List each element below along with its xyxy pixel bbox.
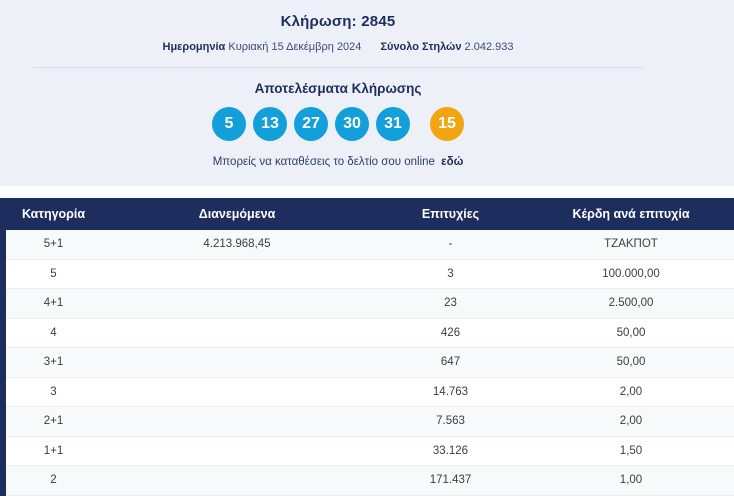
cell-prize: 1,50: [619, 444, 643, 457]
cell-category: 1+1: [43, 444, 64, 457]
cell-prize: 2.500,00: [608, 297, 654, 310]
cell-wins: 171.437: [429, 474, 472, 487]
columns-label: Σύνολο Στηλών: [380, 41, 462, 53]
number-ball-1: 5: [212, 107, 246, 141]
cell-prize: 50,00: [616, 326, 646, 339]
cell-category: 5+1: [43, 238, 64, 251]
table-header-row: Κατηγορία Διανεμόμενα Επιτυχίες Κέρδη αν…: [0, 198, 734, 230]
cell-prize: 2,00: [619, 385, 643, 398]
col-header-wins: Επιτυχίες: [421, 207, 480, 221]
bonus-number-ball: 15: [430, 107, 464, 141]
col-header-category: Κατηγορία: [21, 207, 86, 221]
draw-number: 2845: [361, 13, 396, 30]
cell-prize: ΤΖΑΚΠΟΤ: [604, 238, 658, 251]
date-label: Ημερομηνία: [162, 41, 226, 53]
total-columns: Σύνολο Στηλών 2.042.933: [380, 41, 513, 53]
draw-meta: Ημερομηνία Κυριακή 15 Δεκέμβρη 2024 Σύνο…: [0, 41, 676, 53]
table-row: 3 14.763 2,00: [6, 377, 734, 407]
cell-category: 2+1: [43, 415, 64, 428]
draw-date: Ημερομηνία Κυριακή 15 Δεκέμβρη 2024: [163, 41, 365, 53]
table-row: 4+1 23 2.500,00: [6, 289, 734, 319]
table-row: 3+1 647 50,00: [6, 348, 734, 378]
cell-wins: 3: [447, 267, 454, 280]
cell-prize: 2,00: [619, 415, 643, 428]
cell-prize: 100.000,00: [602, 267, 660, 280]
col-header-distributed: Διανεμόμενα: [198, 207, 276, 221]
cell-prize: 1,00: [619, 474, 643, 487]
cell-wins: 647: [440, 356, 461, 369]
date-value: Κυριακή 15 Δεκέμβρη 2024: [228, 41, 362, 53]
table-row: 5 3 100.000,00: [6, 259, 734, 289]
cell-category: 3: [50, 385, 57, 398]
draw-label: Κλήρωση:: [280, 13, 357, 30]
cell-wins: 33.126: [432, 444, 469, 457]
cta-link[interactable]: εδώ: [441, 156, 464, 168]
table-row: 1+1 33.126 1,50: [6, 436, 734, 466]
cell-prize: 50,00: [616, 356, 646, 369]
col-header-prize: Κέρδη ανά επιτυχία: [572, 207, 690, 221]
number-ball-2: 13: [253, 107, 287, 141]
divider: [33, 67, 643, 68]
cell-category: 5: [50, 267, 57, 280]
number-ball-3: 27: [294, 107, 328, 141]
cell-wins: 426: [440, 326, 461, 339]
page-title: Κλήρωση: 2845: [0, 13, 676, 30]
table-row: 2 171.437 1,00: [6, 466, 734, 496]
number-ball-4: 30: [335, 107, 369, 141]
cell-wins: 14.763: [432, 385, 469, 398]
online-cta: Μπορείς να καταθέσεις το δελτίο σου onli…: [0, 156, 676, 168]
number-ball-5: 31: [376, 107, 410, 141]
cell-wins: 7.563: [436, 415, 465, 428]
cell-category: 3+1: [43, 356, 64, 369]
table-row: 4 426 50,00: [6, 318, 734, 348]
cell-wins: -: [448, 238, 453, 251]
results-title: Αποτελέσματα Κλήρωσης: [254, 81, 422, 96]
prize-table: Κατηγορία Διανεμόμενα Επιτυχίες Κέρδη αν…: [0, 198, 734, 496]
winning-numbers: 5 13 27 30 31 15: [0, 107, 676, 141]
cell-distributed: 4.213.968,45: [203, 238, 271, 251]
cell-category: 2: [50, 474, 57, 487]
cell-category: 4+1: [43, 297, 64, 310]
columns-value: 2.042.933: [464, 41, 514, 53]
cell-wins: 23: [444, 297, 457, 310]
draw-summary-section: Κλήρωση: 2845 Ημερομηνία Κυριακή 15 Δεκέ…: [0, 0, 734, 186]
table-row: 5+1 4.213.968,45 - ΤΖΑΚΠΟΤ: [6, 230, 734, 260]
table-row: 2+1 7.563 2,00: [6, 407, 734, 437]
cta-text: Μπορείς να καταθέσεις το δελτίο σου onli…: [212, 156, 435, 168]
cell-category: 4: [50, 326, 57, 339]
